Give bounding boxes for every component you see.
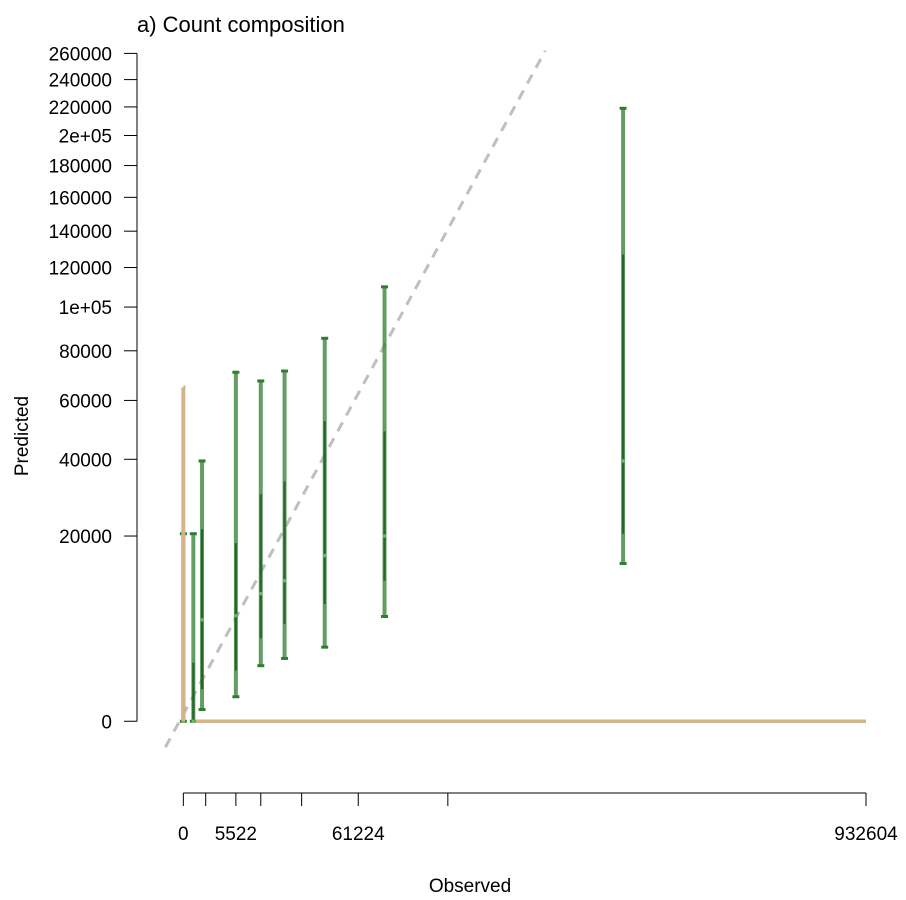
chart-title: a) Count composition: [137, 12, 345, 37]
y-tick-label: 140000: [49, 222, 112, 243]
y-tick-label: 60000: [59, 391, 112, 412]
series-1: [181, 385, 866, 724]
median-point: [621, 459, 625, 463]
x-tick-label: 61224: [332, 824, 385, 845]
y-tick-label: 2e+05: [59, 127, 112, 148]
y-tick-label: 260000: [49, 44, 112, 65]
median-point: [234, 613, 238, 618]
plot-area: [164, 50, 866, 748]
median-point: [322, 553, 327, 558]
x-tick-label: 0: [178, 824, 189, 845]
median-point: [382, 534, 387, 538]
y-tick-label: 220000: [49, 98, 112, 119]
y-tick-label: 1e+05: [59, 298, 112, 319]
y-tick-label: 180000: [49, 157, 112, 178]
y-tick-label: 80000: [59, 342, 112, 363]
y-axis: 0 20000 40000 60000 80000 1e+05 120000 140000 16…: [49, 44, 138, 733]
y-tick-label: 0: [101, 712, 112, 733]
y-tick-label: 40000: [59, 450, 112, 471]
identity-reference-line: [164, 50, 547, 748]
x-tick-label: 5522: [215, 824, 257, 845]
x-tick-label: 932604: [834, 824, 898, 845]
median-point: [258, 591, 263, 596]
x-axis: 0 5522 61224 932604: [178, 792, 898, 845]
y-tick-label: 160000: [49, 188, 112, 209]
y-tick-label: 120000: [49, 259, 112, 280]
y-tick-label: 240000: [49, 71, 112, 92]
median-point: [191, 719, 196, 724]
y-tick-label: 20000: [59, 527, 112, 548]
y-axis-label: Predicted: [12, 396, 33, 476]
x-axis-label: Observed: [429, 876, 511, 897]
series-0: [179, 106, 627, 724]
median-point: [200, 618, 204, 622]
median-point: [282, 578, 287, 583]
